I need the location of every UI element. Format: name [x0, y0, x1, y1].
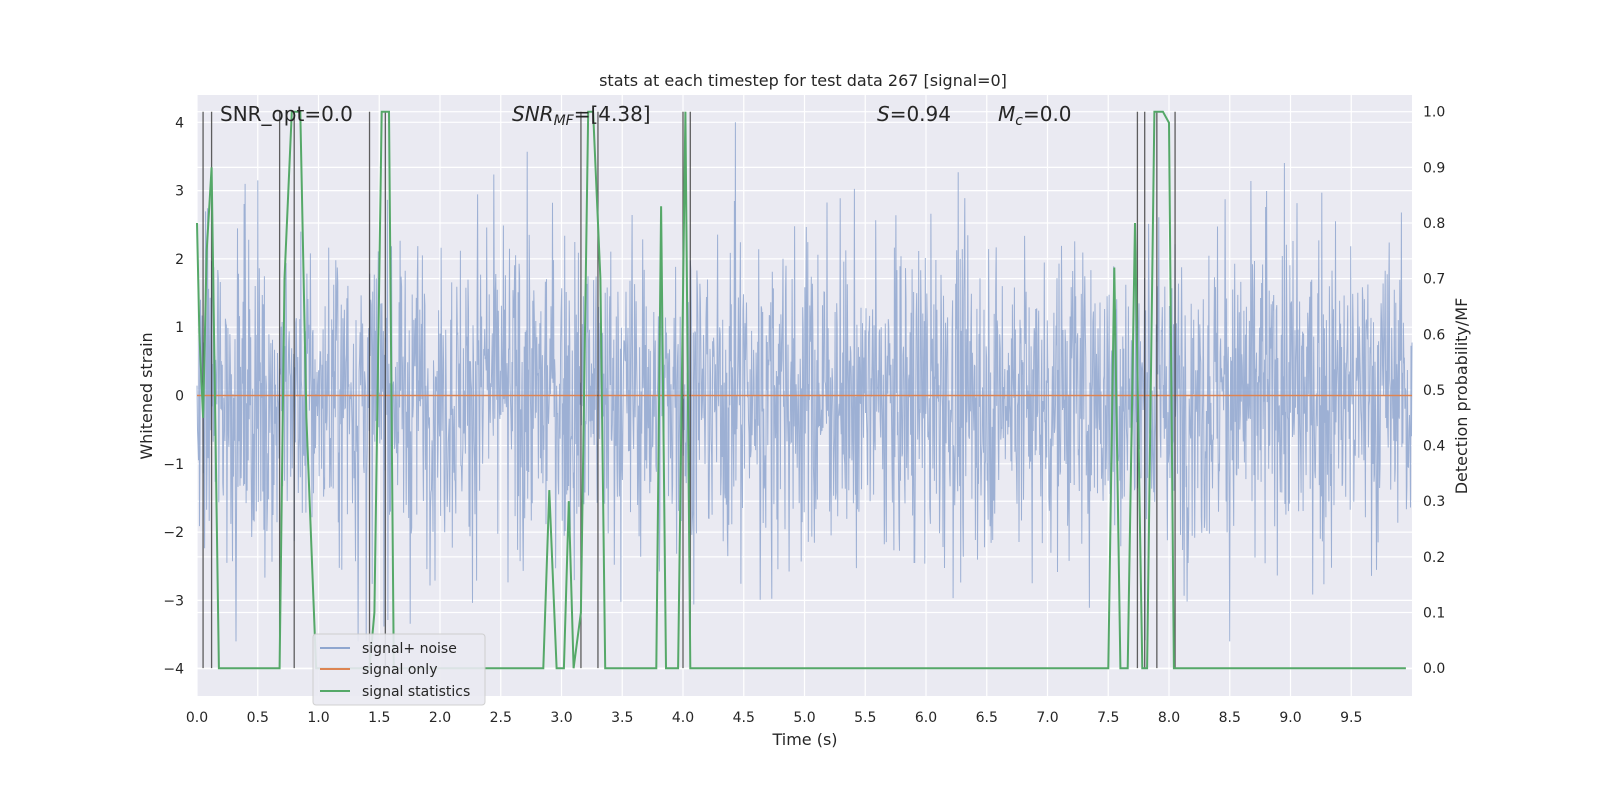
y-right-tick-label: 1.0	[1423, 105, 1445, 121]
y-left-tick-label: 0	[175, 389, 184, 405]
legend: signal+ noise signal only signal statist…	[312, 633, 486, 706]
y-right-tick-label: 0.8	[1423, 216, 1445, 232]
x-tick-label: 2.5	[490, 710, 512, 726]
x-tick-label: 2.0	[429, 710, 451, 726]
y-right-tick-label: 0.2	[1423, 550, 1445, 566]
y-left-tick-labels: 4 3 2 1 0 −1 −2 −3 −4	[163, 115, 184, 677]
y-right-tick-label: 0.5	[1423, 383, 1445, 399]
y-axis-right-label: Detection probability/MF	[1452, 298, 1471, 495]
y-right-tick-labels: 1.0 0.9 0.8 0.7 0.6 0.5 0.4 0.3 0.2 0.1 0.0	[1423, 105, 1445, 677]
x-tick-label: 8.5	[1219, 710, 1241, 726]
y-right-tick-label: 0.4	[1423, 439, 1445, 455]
annotation-mc: Mc=0.0	[998, 102, 1072, 129]
x-tick-label: 3.5	[611, 710, 633, 726]
annotation-mc-symbol: M	[998, 102, 1015, 126]
x-tick-label: 6.0	[915, 710, 937, 726]
annotation-mc-value: =0.0	[1023, 102, 1072, 126]
x-tick-label: 1.0	[307, 710, 329, 726]
x-tick-label: 7.0	[1036, 710, 1058, 726]
x-tick-label: 4.5	[733, 710, 755, 726]
legend-box	[312, 633, 486, 706]
annotation-s-symbol: S	[877, 102, 890, 126]
x-tick-label: 8.0	[1158, 710, 1180, 726]
y-left-tick-label: −1	[163, 457, 184, 473]
y-right-tick-label: 0.1	[1423, 606, 1445, 622]
annotation-snr-mf: SNRMF=[4.38]	[512, 102, 651, 129]
x-tick-label: 4.0	[672, 710, 694, 726]
x-tick-label: 5.0	[793, 710, 815, 726]
y-right-tick-label: 0.3	[1423, 494, 1445, 510]
y-left-tick-label: 2	[175, 252, 184, 268]
annotation-snr-mf-value: =[4.38]	[574, 102, 651, 126]
y-right-tick-label: 0.9	[1423, 160, 1445, 176]
x-axis-label: Time (s)	[771, 730, 837, 749]
chart-title: stats at each timestep for test data 267…	[599, 71, 1007, 90]
x-tick-label: 9.5	[1340, 710, 1362, 726]
x-tick-label: 7.5	[1097, 710, 1119, 726]
annotation-s: S=0.94	[877, 102, 951, 126]
x-tick-label: 6.5	[976, 710, 998, 726]
legend-label-signal-only: signal only	[362, 662, 437, 678]
legend-label-signal-noise: signal+ noise	[362, 641, 457, 657]
y-right-tick-label: 0.7	[1423, 272, 1445, 288]
y-left-tick-label: −4	[163, 662, 184, 678]
y-axis-left-label: Whitened strain	[137, 332, 156, 459]
y-right-tick-label: 0.6	[1423, 327, 1445, 343]
y-left-tick-label: −2	[163, 525, 184, 541]
x-tick-label: 0.0	[186, 710, 208, 726]
annotation-snr-opt: SNR_opt=0.0	[220, 102, 353, 126]
signal-noise-line	[196, 122, 1413, 642]
x-tick-label: 3.0	[550, 710, 572, 726]
annotation-mc-subscript: c	[1015, 113, 1023, 129]
x-tick-label: 9.0	[1279, 710, 1301, 726]
x-tick-label: 0.5	[247, 710, 269, 726]
legend-label-signal-statistics: signal statistics	[362, 684, 470, 700]
annotation-snr-mf-subscript: MF	[554, 113, 575, 129]
annotation-s-value: =0.94	[890, 102, 951, 126]
annotation-snr-mf-symbol: SNR	[512, 102, 554, 126]
signal-noise-series	[196, 122, 1413, 642]
x-tick-label: 1.5	[368, 710, 390, 726]
y-left-tick-label: −3	[163, 593, 184, 609]
signal-statistics-series	[196, 110, 1406, 670]
x-tick-labels: 0.0 0.5 1.0 1.5 2.0 2.5 3.0 3.5 4.0 4.5 5.0 5.5 6.0 6…	[186, 710, 1363, 726]
y-left-tick-label: 3	[175, 184, 184, 200]
y-right-tick-label: 0.0	[1423, 661, 1445, 677]
y-left-tick-label: 4	[175, 115, 184, 131]
y-left-tick-label: 1	[175, 320, 184, 336]
x-tick-label: 5.5	[854, 710, 876, 726]
